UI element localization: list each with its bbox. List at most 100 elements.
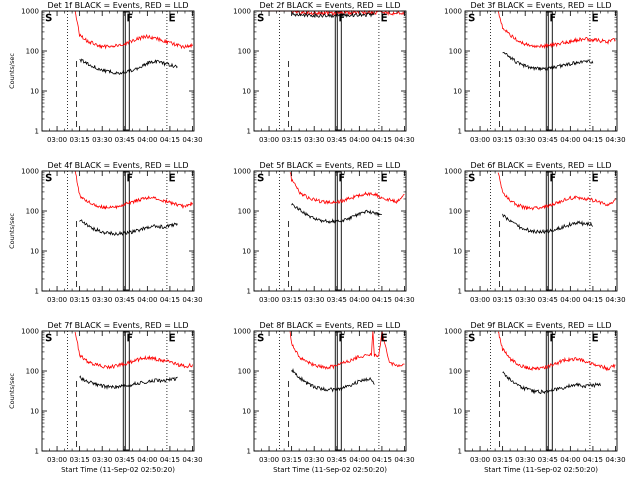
x-tick-label: 03:30 bbox=[92, 296, 112, 304]
panel-title: Det 1f BLACK = Events, RED = LLD bbox=[47, 1, 188, 10]
series-events-line bbox=[79, 375, 178, 390]
x-tick-label: 03:30 bbox=[515, 136, 535, 144]
y-tick-label: 1 bbox=[458, 288, 462, 296]
x-tick-label: 04:00 bbox=[137, 136, 157, 144]
marker-s-label: S bbox=[469, 333, 475, 344]
y-tick-label: 1 bbox=[458, 128, 462, 136]
panel-title: Det 2f BLACK = Events, RED = LLD bbox=[259, 1, 400, 10]
x-tick-label: 04:15 bbox=[372, 456, 392, 464]
x-tick-label: 03:00 bbox=[470, 456, 490, 464]
y-tick-label: 1 bbox=[247, 448, 251, 456]
marker-e-label: E bbox=[592, 13, 598, 24]
panel-title: Det 9f BLACK = Events, RED = LLD bbox=[470, 321, 611, 330]
marker-s-label: S bbox=[46, 333, 52, 344]
marker-f-label: F bbox=[127, 13, 133, 24]
series-events-line bbox=[79, 58, 178, 75]
y-tick-label: 10 bbox=[242, 88, 251, 96]
x-tick-label: 04:15 bbox=[583, 296, 603, 304]
panel-det-5: Det 5f BLACK = Events, RED = LLD 1 10 100 10… bbox=[233, 161, 414, 304]
y-tick-label: 100 bbox=[238, 208, 251, 216]
x-tick-label: 04:00 bbox=[137, 456, 157, 464]
marker-f-label: F bbox=[127, 333, 133, 344]
series-lld-line bbox=[497, 172, 616, 211]
plot-frame bbox=[41, 170, 195, 292]
panel-det-9: Det 9f BLACK = Events, RED = LLD 1 10 100 10… bbox=[444, 321, 625, 474]
y-tick-label: 10 bbox=[30, 88, 39, 96]
x-axis-label: Start Time (11-Sep-02 02:50:20) bbox=[273, 466, 387, 474]
marker-e-label: E bbox=[169, 173, 175, 184]
interval-box bbox=[122, 331, 130, 451]
x-tick-label: 03:15 bbox=[493, 456, 513, 464]
series-events-line bbox=[502, 213, 594, 235]
panel-title: Det 3f BLACK = Events, RED = LLD bbox=[470, 1, 611, 10]
x-tick-label: 04:30 bbox=[605, 456, 625, 464]
x-tick-label: 03:00 bbox=[47, 456, 67, 464]
x-tick-label: 03:30 bbox=[304, 456, 324, 464]
marker-f-label: F bbox=[339, 333, 345, 344]
marker-s-label: S bbox=[258, 333, 264, 344]
marker-s-label: S bbox=[46, 173, 52, 184]
interval-box bbox=[122, 171, 130, 291]
y-axis-label: Counts/sec bbox=[8, 53, 16, 89]
y-axis-label: Counts/sec bbox=[8, 373, 16, 409]
x-tick-label: 04:00 bbox=[560, 456, 580, 464]
x-tick-label: 04:30 bbox=[182, 136, 202, 144]
x-tick-label: 04:00 bbox=[349, 136, 369, 144]
series-events-line bbox=[502, 371, 601, 395]
series-lld-line bbox=[497, 10, 616, 50]
marker-e-label: E bbox=[381, 13, 387, 24]
series-events-line bbox=[291, 11, 375, 19]
x-tick-label: 04:15 bbox=[372, 136, 392, 144]
marker-s-label: S bbox=[258, 173, 264, 184]
x-tick-label: 04:00 bbox=[349, 296, 369, 304]
y-tick-label: 100 bbox=[449, 368, 462, 376]
plot-frame bbox=[41, 330, 195, 452]
marker-f-label: F bbox=[550, 173, 556, 184]
panel-title: Det 7f BLACK = Events, RED = LLD bbox=[47, 321, 188, 330]
x-tick-label: 04:00 bbox=[560, 296, 580, 304]
marker-s-label: S bbox=[469, 13, 475, 24]
y-tick-label: 1 bbox=[247, 128, 251, 136]
series-lld-line bbox=[289, 330, 405, 371]
marker-e-label: E bbox=[381, 173, 387, 184]
x-tick-label: 03:45 bbox=[327, 296, 347, 304]
panel-det-8: Det 8f BLACK = Events, RED = LLD 1 10 100 10… bbox=[233, 321, 414, 474]
x-tick-label: 03:45 bbox=[327, 456, 347, 464]
y-tick-label: 100 bbox=[449, 48, 462, 56]
y-tick-label: 10 bbox=[453, 248, 462, 256]
marker-e-label: E bbox=[592, 333, 598, 344]
y-tick-label: 1000 bbox=[233, 8, 251, 16]
panel-det-6: Det 6f BLACK = Events, RED = LLD 1 10 100 10… bbox=[444, 161, 625, 304]
x-tick-label: 03:15 bbox=[493, 296, 513, 304]
x-tick-label: 03:45 bbox=[538, 456, 558, 464]
marker-e-label: E bbox=[592, 173, 598, 184]
interval-box bbox=[334, 331, 342, 451]
plot-frame bbox=[253, 170, 407, 292]
series-lld-line bbox=[74, 170, 193, 210]
x-tick-label: 04:15 bbox=[583, 136, 603, 144]
x-tick-label: 03:00 bbox=[470, 136, 490, 144]
marker-f-label: F bbox=[550, 13, 556, 24]
marker-e-label: E bbox=[169, 333, 175, 344]
x-tick-label: 03:30 bbox=[515, 296, 535, 304]
series-lld-line bbox=[74, 10, 193, 50]
x-tick-label: 03:00 bbox=[259, 296, 279, 304]
panel-det-7: Det 7f BLACK = Events, RED = LLD Counts/s… bbox=[8, 321, 203, 474]
series-lld-line bbox=[74, 331, 193, 370]
x-axis-label: Start Time (11-Sep-02 02:50:20) bbox=[484, 466, 598, 474]
plot-frame bbox=[253, 10, 407, 132]
series-events-line bbox=[291, 202, 382, 224]
x-tick-label: 04:30 bbox=[605, 296, 625, 304]
series-lld-line bbox=[497, 331, 616, 372]
y-tick-label: 1 bbox=[458, 448, 462, 456]
marker-f-label: F bbox=[339, 13, 345, 24]
x-tick-label: 04:15 bbox=[583, 456, 603, 464]
marker-f-label: F bbox=[127, 173, 133, 184]
plot-frame bbox=[464, 330, 618, 452]
x-tick-label: 04:30 bbox=[394, 296, 414, 304]
x-tick-label: 03:45 bbox=[115, 296, 135, 304]
y-tick-label: 1000 bbox=[233, 328, 251, 336]
x-tick-label: 03:45 bbox=[538, 296, 558, 304]
interval-box bbox=[334, 171, 342, 291]
